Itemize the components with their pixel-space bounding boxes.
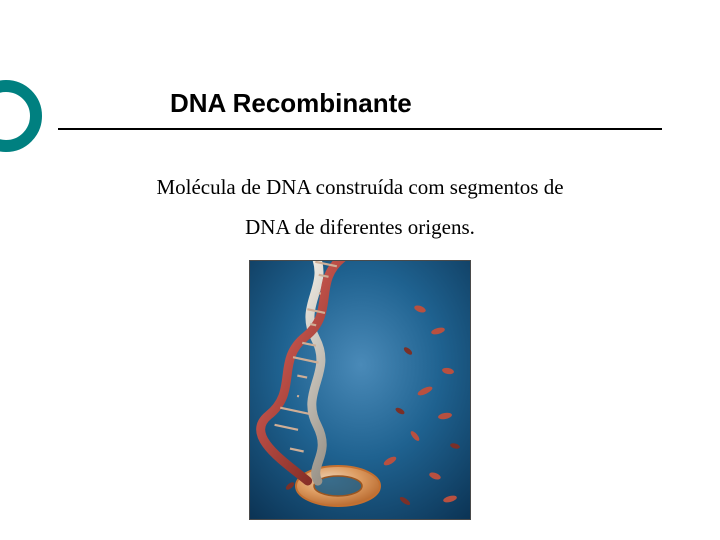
body-line-1: Molécula de DNA construída com segmentos… bbox=[0, 168, 720, 208]
slide-decor-circle bbox=[0, 80, 42, 152]
title-container: DNA Recombinante bbox=[170, 88, 412, 119]
slide-body: Molécula de DNA construída com segmentos… bbox=[0, 168, 720, 248]
dna-svg bbox=[250, 261, 471, 520]
dna-illustration bbox=[249, 260, 471, 520]
slide-title: DNA Recombinante bbox=[170, 88, 412, 119]
bacterium bbox=[296, 466, 380, 506]
body-line-2: DNA de diferentes origens. bbox=[0, 208, 720, 248]
title-rule bbox=[58, 128, 662, 130]
